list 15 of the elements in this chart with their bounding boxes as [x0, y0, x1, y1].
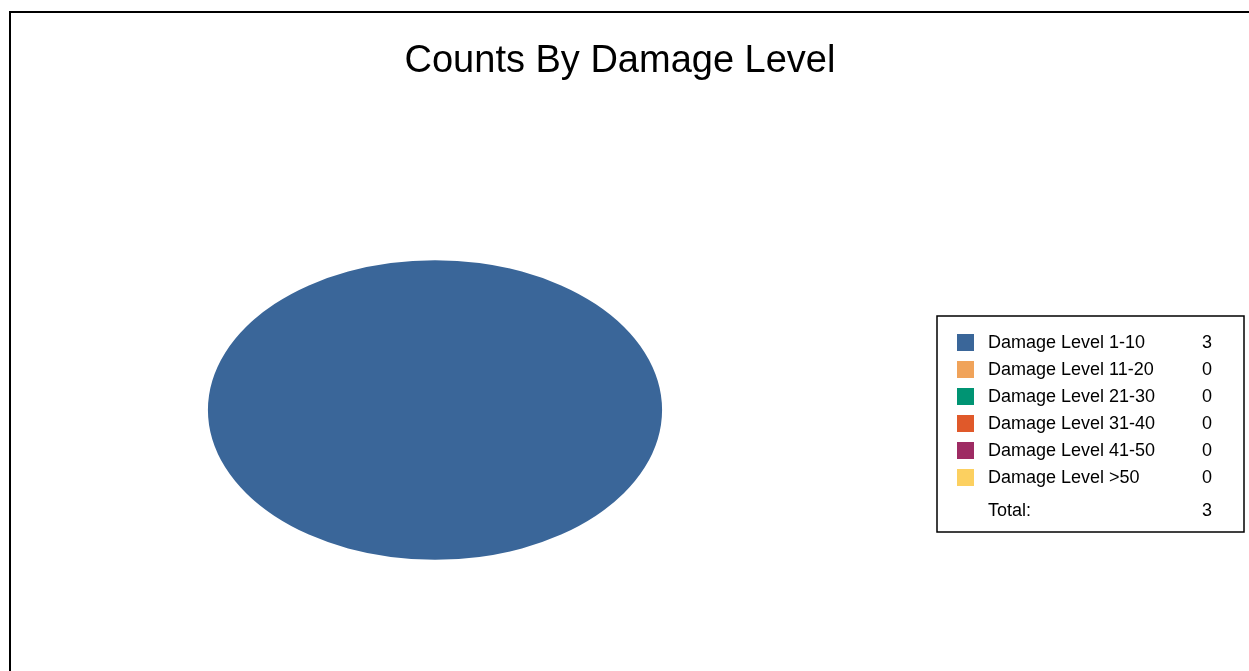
chart-title: Counts By Damage Level [404, 38, 836, 80]
text: 0 [1201, 386, 1213, 406]
legend-label: Damage Level 11-20 [988, 359, 1154, 379]
legend-label: Damage Level 31-40 [988, 413, 1156, 433]
text: 0 [1201, 413, 1213, 433]
text: 0 [1201, 359, 1213, 379]
text: 3 [1201, 500, 1213, 520]
legend-label: Damage Level 41-50 [988, 440, 1156, 460]
text: Total: [988, 500, 1032, 520]
legend-label: Damage Level 21-30 [988, 386, 1156, 406]
legend-label: Damage Level 1-10 [988, 332, 1146, 352]
text: 0 [1201, 467, 1213, 487]
text: 0 [1201, 440, 1213, 460]
legend-label: Damage Level >50 [988, 467, 1140, 487]
data-label: 3 [1201, 332, 1213, 352]
